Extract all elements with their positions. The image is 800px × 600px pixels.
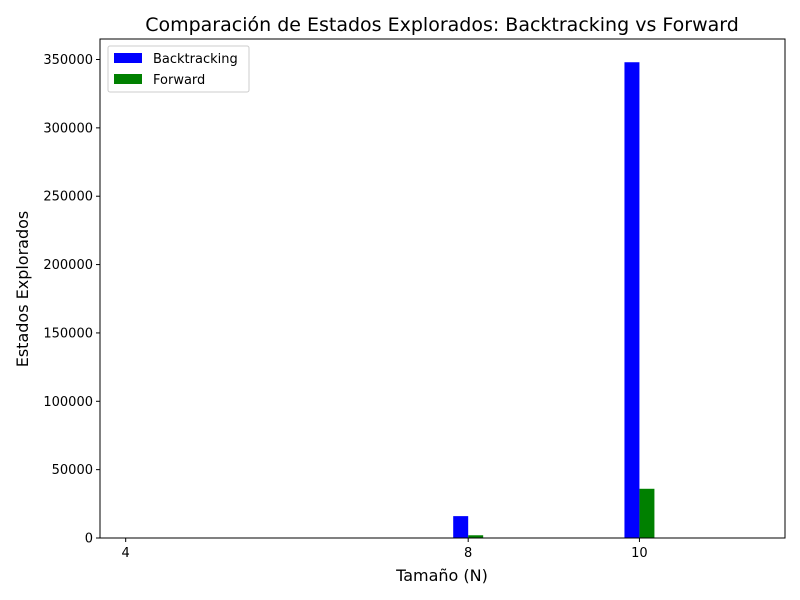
legend-swatch-backtracking [114, 53, 142, 63]
bar-forward-8 [468, 535, 484, 538]
x-tick-label: 8 [464, 546, 472, 561]
y-tick-label: 150000 [43, 326, 93, 341]
y-axis: 0 50000 100000 150000 200000 250000 300000 3500… [43, 53, 100, 547]
chart-title: Comparación de Estados Explorados: Backt… [145, 14, 739, 36]
legend-label-backtracking: Backtracking [153, 52, 238, 67]
bar-backtracking-8 [453, 516, 469, 538]
legend: Backtracking Forward [107, 45, 250, 93]
y-tick-label: 250000 [43, 190, 93, 205]
y-tick-label: 200000 [43, 258, 93, 273]
x-axis: 4 8 10 [122, 538, 648, 561]
plot-frame [99, 38, 786, 539]
y-tick-label: 50000 [52, 463, 93, 478]
x-tick-label: 10 [631, 546, 648, 561]
legend-swatch-forward [114, 74, 142, 84]
x-tick-label: 4 [122, 546, 130, 561]
y-tick-label: 100000 [43, 395, 93, 410]
bar-forward-10 [639, 488, 655, 538]
y-tick-label: 300000 [43, 121, 93, 136]
bars-layer [110, 62, 655, 539]
x-axis-label: Tamaño (N) [395, 566, 488, 585]
y-tick-label: 350000 [43, 53, 93, 68]
legend-box [107, 45, 250, 93]
y-tick-label: 0 [85, 532, 93, 547]
y-axis-label: Estados Explorados [13, 211, 32, 368]
bar-backtracking-10 [624, 62, 640, 539]
legend-label-forward: Forward [153, 73, 205, 88]
